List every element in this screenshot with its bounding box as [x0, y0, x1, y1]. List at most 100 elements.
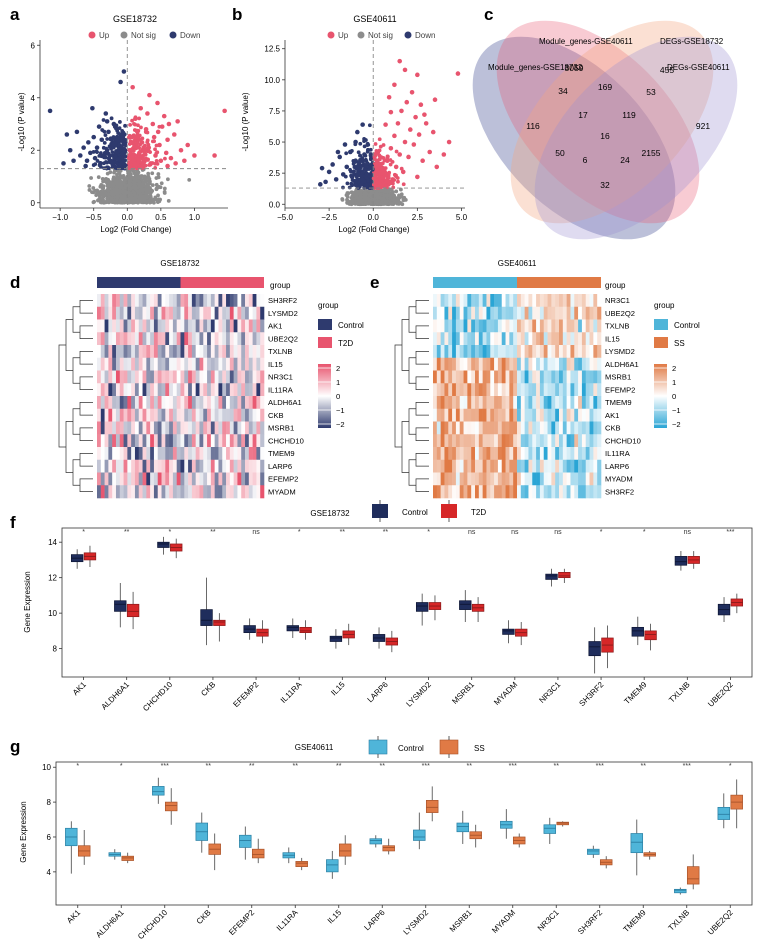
heatmap-cell: [455, 421, 461, 435]
heatmap-cell: [475, 357, 480, 371]
heatmap-cell: [467, 332, 472, 346]
heatmap-cell: [161, 485, 166, 499]
heatmap-cell: [161, 472, 166, 486]
down-point: [363, 163, 368, 168]
heatmap-cell: [543, 345, 548, 359]
heatmap-cell: [165, 421, 170, 435]
heatmap-cell: [539, 396, 545, 410]
heatmap-cell: [536, 472, 541, 486]
heatmap-cell: [150, 332, 155, 346]
down-point: [119, 161, 125, 166]
heatmap-cell: [226, 306, 231, 320]
heatmap-cell: [214, 294, 219, 308]
heatmap-cell: [184, 485, 189, 499]
heatmap-cell: [570, 345, 575, 359]
heatmap-cell: [248, 370, 253, 384]
heatmap-cell: [570, 357, 575, 371]
heatmap-cell: [252, 459, 257, 473]
heatmap-cell: [252, 306, 257, 320]
panel-d: d GSE18732 group SH3RF2LYSMD2AK1UBE2Q2TX…: [10, 259, 364, 499]
heatmap-cell: [452, 459, 457, 473]
heatmap-cell: [127, 332, 132, 346]
heatmap-cell: [142, 370, 147, 384]
heatmap-cell: [214, 472, 219, 486]
heatmap-cell: [528, 306, 533, 320]
heatmap-cell: [176, 472, 181, 486]
heatmap-cell: [478, 383, 483, 397]
heatmap-cell: [138, 408, 143, 422]
heatmap-cell: [131, 383, 136, 397]
ns-point: [133, 176, 138, 181]
up-point: [374, 179, 379, 183]
heatmap-cell: [475, 306, 480, 320]
heatmap-cell: [195, 421, 200, 435]
heatmap-cell: [528, 421, 533, 435]
heatmap-cell: [440, 421, 445, 435]
ns-point: [93, 188, 97, 193]
heatmap-cell: [513, 408, 518, 422]
heatmap-cell: [142, 306, 147, 320]
heatmap-cell: [97, 370, 102, 384]
heatmap-cell: [165, 408, 170, 422]
down-point: [91, 134, 97, 140]
heatmap-cell: [547, 345, 552, 359]
heatmap-cell: [119, 357, 124, 371]
heatmap-cell: [452, 345, 457, 359]
box-t2d: [213, 619, 226, 626]
heatmap-cell: [505, 357, 510, 371]
y-tick-label: 2.5: [269, 169, 281, 178]
down-point: [105, 137, 110, 141]
heatmap-cell: [482, 357, 487, 371]
heatmap-cell: [233, 383, 238, 397]
heatmap-cell: [543, 319, 548, 333]
heatmap-cell: [256, 459, 261, 473]
heatmap-cell: [104, 447, 109, 461]
significance-label: ***: [161, 763, 169, 770]
heatmap-cell: [482, 396, 487, 410]
down-point: [362, 152, 367, 157]
heatmap-cell: [157, 447, 162, 461]
heatmap-cell: [467, 447, 472, 461]
heatmap-cell: [165, 472, 170, 486]
down-point: [104, 147, 110, 153]
up-point: [371, 182, 376, 187]
gene-label: TMEM9: [268, 449, 295, 458]
heatmap-cell: [505, 294, 510, 308]
panel-f: f GSE18732 Control T2D Gene Expression 8…: [10, 500, 753, 713]
heatmap-cell: [574, 294, 579, 308]
heatmap-cell: [562, 357, 567, 371]
heatmap-cell: [459, 459, 464, 473]
heatmap-cell: [501, 408, 506, 422]
dendrogram-branch: [415, 478, 429, 492]
heatmap-cell: [104, 370, 109, 384]
heatmap-cell: [486, 447, 491, 461]
heatmap-cell: [574, 459, 579, 473]
heatmap-cell: [543, 408, 548, 422]
heatmap-cell: [252, 434, 257, 448]
heatmap-cell: [248, 357, 253, 371]
heatmap-cell: [574, 383, 579, 397]
heatmap-cell: [581, 306, 587, 320]
up-point: [161, 113, 167, 119]
heatmap-cell: [433, 408, 438, 422]
heatmap-cell: [153, 421, 159, 435]
heatmap-cell: [513, 370, 518, 384]
heatmap-cell: [142, 459, 147, 473]
venn-count: 50: [555, 148, 565, 158]
heatmap-cell: [191, 306, 196, 320]
ns-point: [152, 200, 156, 205]
heatmap-cell: [528, 383, 533, 397]
heatmap-cell: [517, 345, 522, 359]
significance-label: *: [298, 529, 301, 536]
legend-control-label: Control: [402, 508, 428, 517]
heatmap-cell: [532, 357, 537, 371]
down-point: [94, 145, 100, 150]
heatmap-cell: [161, 383, 166, 397]
down-point: [97, 153, 102, 158]
heatmap-cell: [497, 421, 503, 435]
up-point: [178, 147, 184, 153]
heatmap-cell: [578, 370, 583, 384]
heatmap-cell: [172, 332, 178, 346]
heatmap-cell: [578, 383, 583, 397]
significance-label: ns: [554, 529, 562, 536]
